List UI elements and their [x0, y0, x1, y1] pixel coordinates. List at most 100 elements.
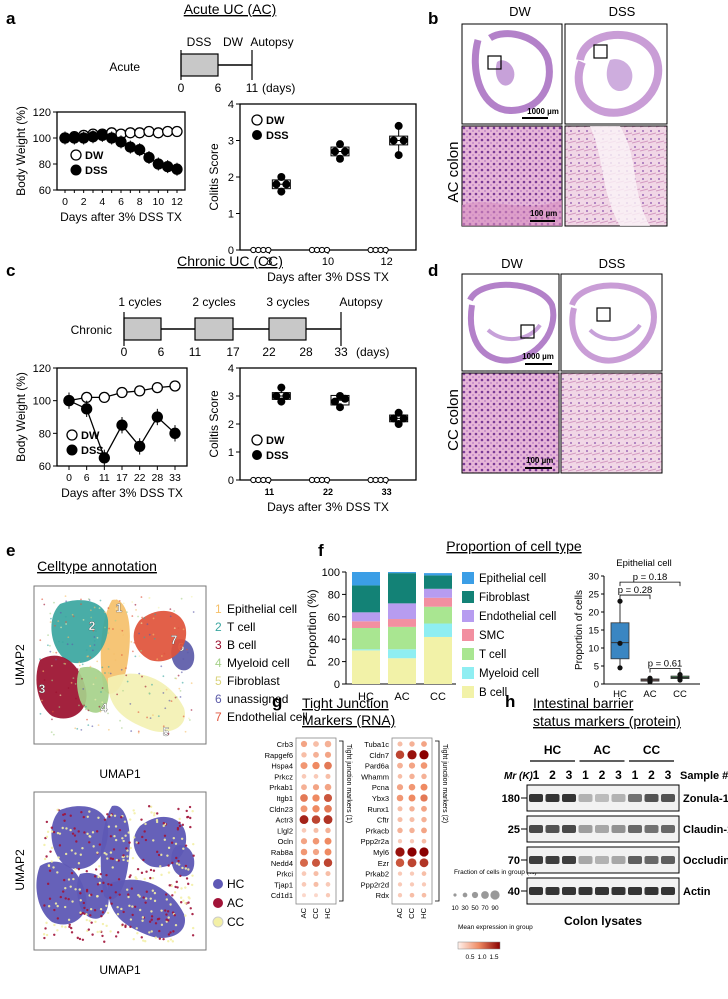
- umap-speckle: [59, 694, 62, 697]
- umap-condition-point: [49, 850, 52, 853]
- umap-condition-point: [162, 822, 166, 825]
- umap-condition-point: [191, 809, 194, 813]
- dss-point: [68, 132, 80, 144]
- umap-speckle: [66, 643, 69, 646]
- umap-condition-point: [67, 878, 71, 881]
- dss-point: [389, 414, 398, 423]
- dss-point: [394, 121, 403, 130]
- dotplot-group-label: HC: [323, 907, 332, 918]
- legend-dw-label: DW: [266, 435, 285, 447]
- umap-condition-point: [165, 913, 168, 916]
- umap-condition-point: [136, 932, 139, 935]
- stacked-bar-segment: [352, 649, 380, 651]
- zoom-box: [596, 307, 611, 322]
- y-axis-label: Body Weight (%): [14, 106, 28, 196]
- dotplot-dot: [323, 815, 333, 825]
- blot-band: [644, 825, 659, 833]
- umap-cluster-number: 5: [163, 725, 170, 739]
- umap-speckle: [39, 712, 42, 715]
- dotplot-dot: [396, 784, 404, 791]
- legend-dss-marker: [66, 444, 78, 456]
- umap-condition-point: [117, 878, 121, 881]
- umap-speckle: [94, 677, 97, 679]
- blot-band: [562, 825, 576, 833]
- umap-condition-point: [173, 891, 177, 894]
- umap-speckle: [107, 607, 110, 609]
- umap-condition-point: [45, 820, 49, 824]
- umap-condition-point: [125, 847, 128, 850]
- blot-band: [595, 887, 609, 895]
- dw-point: [308, 476, 316, 484]
- umap-speckle: [160, 665, 163, 668]
- fraction-legend-tick: 30: [461, 905, 469, 912]
- legend-label: Epithelial cell: [479, 573, 546, 585]
- umap-condition-point: [88, 919, 91, 923]
- acute-tick-label: 0: [178, 81, 185, 95]
- umap-speckle: [138, 655, 141, 658]
- celltype-legend-number: 2: [215, 620, 222, 634]
- dotplot-dot: [395, 858, 405, 868]
- umap-condition-plot: [36, 805, 195, 943]
- umap-condition-point: [88, 841, 91, 844]
- celltype-legend-label: unassigned: [227, 692, 288, 706]
- umap-condition-point: [95, 895, 99, 898]
- stacked-bar-segment: [388, 649, 416, 659]
- umap-speckle: [125, 709, 128, 711]
- legend-swatch: [462, 648, 474, 660]
- blot-marker-name: Zonula-1: [683, 793, 728, 805]
- umap-condition-point: [86, 832, 89, 836]
- umap-condition-point: [181, 866, 184, 870]
- expression-legend-title: Mean expression in group: [458, 924, 533, 931]
- umap-condition-point: [63, 819, 66, 822]
- umap-speckle: [125, 674, 128, 677]
- blot-band: [661, 856, 675, 864]
- umap-condition-point: [106, 857, 109, 860]
- dw-point: [367, 476, 374, 484]
- chronic-days-unit: (days): [356, 345, 389, 359]
- umap-speckle: [135, 609, 137, 611]
- acute-body-weight-chart: 60 80 100 120 0 2 4 6 8 10 12 Days after 3% DSS TX B…: [14, 106, 186, 224]
- umap-condition-point: [50, 830, 54, 833]
- umap-condition-point: [162, 937, 165, 941]
- umap-speckle: [101, 701, 104, 704]
- umap-speckle: [162, 725, 165, 728]
- umap-speckle: [49, 612, 52, 615]
- umap-condition-point: [105, 853, 108, 856]
- umap-speckle: [80, 729, 83, 731]
- stacked-bar-segment: [352, 572, 380, 586]
- blot-group-label: AC: [593, 743, 611, 757]
- umap-condition-point: [144, 939, 147, 943]
- umap-condition-point: [73, 827, 76, 830]
- dotplot-dot: [313, 774, 319, 779]
- umap-speckle: [157, 715, 160, 718]
- umap-speckle: [94, 698, 97, 701]
- dotplot-dot: [421, 827, 427, 834]
- umap-speckle: [51, 710, 54, 713]
- blot-band: [545, 887, 560, 895]
- significance-bracket: [649, 668, 681, 673]
- x-tick-label: 6: [84, 472, 90, 484]
- x-tick-label: HC: [613, 689, 627, 700]
- umap-speckle: [60, 626, 62, 629]
- condition-legend-label: AC: [227, 896, 244, 910]
- umap-condition-point: [178, 821, 181, 825]
- dotplot-gene-label: Ppp2r2d: [361, 880, 389, 889]
- panel-h-letter: h: [505, 692, 515, 711]
- dw-point: [382, 246, 389, 254]
- umap-condition-point: [187, 901, 190, 904]
- dss-point: [336, 154, 344, 163]
- umap-celltype-xlabel: UMAP1: [99, 767, 141, 781]
- dotplot-dot: [299, 858, 309, 867]
- umap-condition-point: [68, 923, 71, 926]
- umap-condition-point: [167, 871, 171, 874]
- umap-speckle: [109, 672, 112, 675]
- legend-dss-marker: [252, 450, 262, 460]
- dotplot-dot: [421, 838, 427, 844]
- umap-speckle: [148, 597, 151, 599]
- lane-number: 2: [648, 768, 655, 782]
- legend-swatch: [462, 591, 474, 603]
- umap-speckle: [120, 668, 123, 671]
- umap-speckle: [90, 616, 93, 619]
- umap-condition-point: [56, 831, 60, 835]
- umap-condition-point: [93, 909, 97, 912]
